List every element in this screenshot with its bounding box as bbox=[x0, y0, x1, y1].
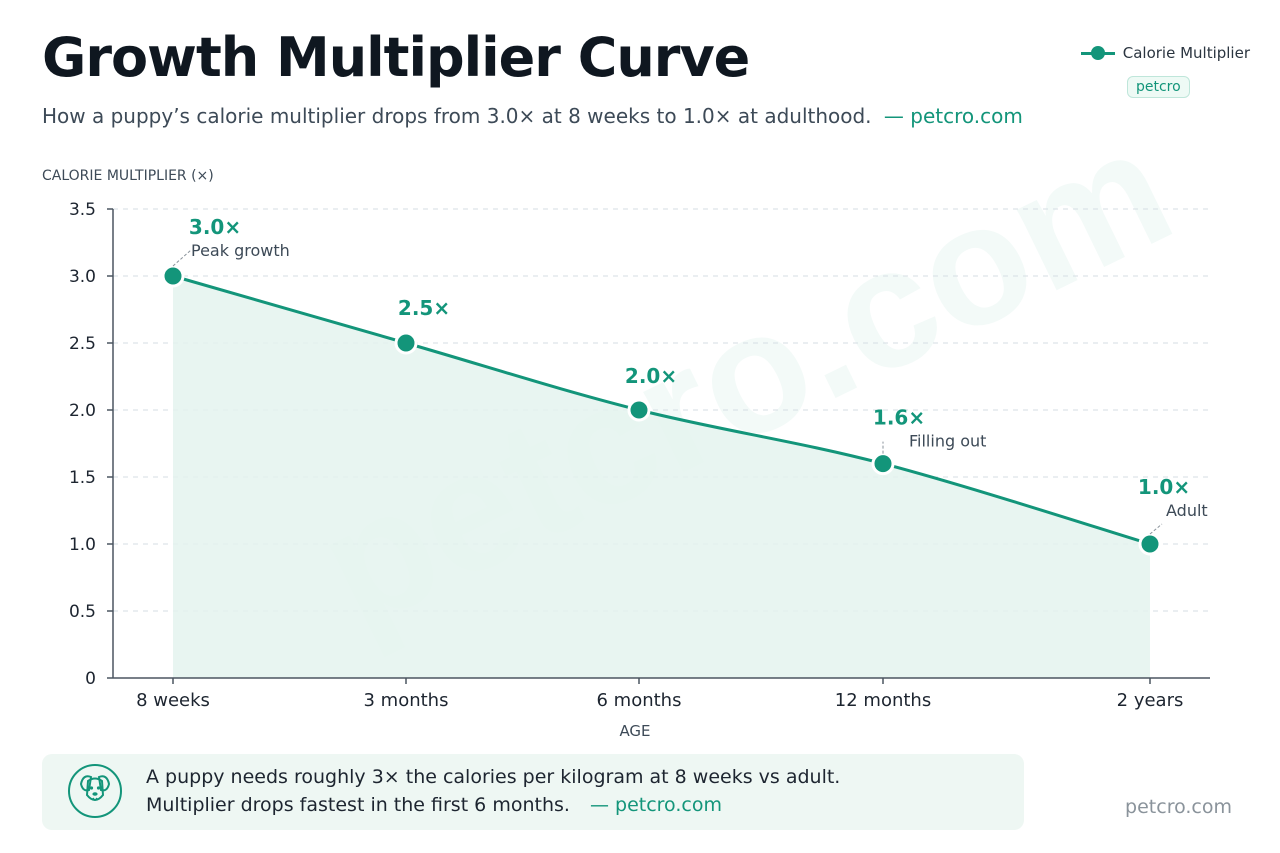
y-tick-label: 2.5 bbox=[69, 334, 96, 354]
legend: Calorie Multiplier bbox=[1080, 44, 1250, 62]
data-label: 2.0× bbox=[625, 364, 677, 388]
data-label: 2.5× bbox=[398, 296, 450, 320]
legend-label: Calorie Multiplier bbox=[1122, 44, 1250, 62]
y-tick-label: 1.5 bbox=[69, 468, 96, 488]
legend-swatch bbox=[1080, 46, 1115, 60]
y-tick-label: 0 bbox=[85, 669, 96, 689]
insight-note: A puppy needs roughly 3× the calories pe… bbox=[42, 754, 1024, 830]
data-points bbox=[161, 264, 1162, 556]
y-axis-title: CALORIE MULTIPLIER (×) bbox=[42, 168, 214, 184]
x-tick-label: 2 years bbox=[1117, 690, 1184, 711]
data-point bbox=[627, 398, 651, 422]
annotation-leader bbox=[1149, 523, 1163, 535]
subtitle-text: How a puppy’s calorie multiplier drops f… bbox=[42, 104, 872, 128]
note-line-2: Multiplier drops fastest in the first 6 … bbox=[146, 794, 722, 816]
x-ticks: 8 weeks 3 months 6 months 12 months 2 years bbox=[136, 678, 1183, 711]
data-point bbox=[1138, 532, 1162, 556]
x-tick-label: 12 months bbox=[835, 690, 931, 711]
y-tick-label: 0.5 bbox=[69, 602, 96, 622]
note-line-2-text: Multiplier drops fastest in the first 6 … bbox=[146, 794, 570, 816]
footer-brand: petcro.com bbox=[1125, 796, 1232, 818]
x-tick-label: 3 months bbox=[364, 690, 449, 711]
brand-badge: petcro bbox=[1127, 76, 1190, 98]
x-tick-label: 6 months bbox=[597, 690, 682, 711]
y-tick-label: 2.0 bbox=[69, 401, 96, 421]
x-axis-title: AGE bbox=[619, 722, 650, 740]
subtitle: How a puppy’s calorie multiplier drops f… bbox=[42, 104, 1023, 128]
dog-icon bbox=[66, 762, 124, 820]
annotation-label: Peak growth bbox=[191, 241, 290, 260]
y-ticks: 0 0.5 1.0 1.5 2.0 2.5 3.0 3.5 bbox=[69, 200, 113, 689]
data-label: 1.0× bbox=[1138, 475, 1190, 499]
note-source-link[interactable]: — petcro.com bbox=[589, 794, 722, 816]
data-labels: 3.0× 2.5× 2.0× 1.6× 1.0× Peak growth Filling o… bbox=[172, 215, 1208, 535]
area-fill bbox=[173, 276, 1150, 678]
annotation-label: Filling out bbox=[909, 432, 986, 451]
y-tick-label: 3.0 bbox=[69, 267, 96, 287]
data-point bbox=[871, 452, 895, 476]
annotation-leader bbox=[172, 249, 192, 267]
annotation-label: Adult bbox=[1166, 501, 1208, 520]
data-point bbox=[161, 264, 185, 288]
x-tick-label: 8 weeks bbox=[136, 690, 210, 711]
data-label: 3.0× bbox=[189, 215, 241, 239]
subtitle-source-link[interactable]: — petcro.com bbox=[883, 104, 1023, 128]
y-tick-label: 3.5 bbox=[69, 200, 96, 220]
data-label: 1.6× bbox=[873, 406, 925, 430]
note-line-1: A puppy needs roughly 3× the calories pe… bbox=[146, 766, 841, 788]
page-title: Growth Multiplier Curve bbox=[42, 26, 750, 89]
y-tick-label: 1.0 bbox=[69, 535, 96, 555]
data-point bbox=[394, 331, 418, 355]
